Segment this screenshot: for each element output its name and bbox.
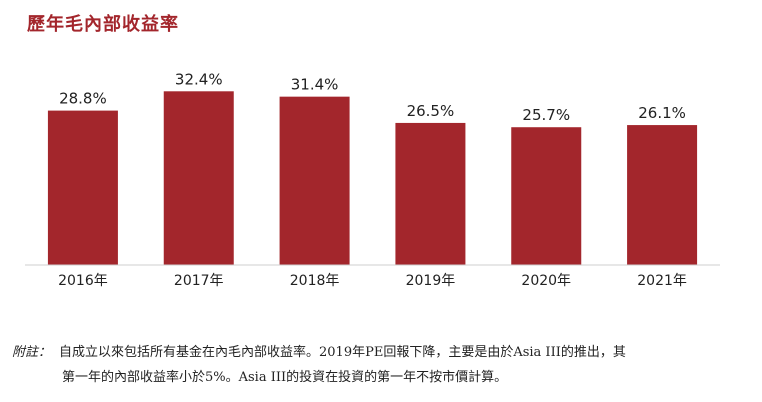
footnote-text-1: 自成立以來包括所有基金在內毛內部收益率。2019年PE回報下降，主要是由於Asi… (59, 345, 626, 360)
data-label-2018年: 31.4% (291, 76, 339, 94)
bar-chart: 28.8% 2016年 32.4% 2017年 31.4% 2018年 26.5% 2019年… (25, 70, 720, 289)
data-label-2016年: 28.8% (59, 90, 107, 108)
bar-2020年 (511, 127, 582, 265)
bar-2017年 (163, 91, 234, 265)
footnote: 附註： 自成立以來包括所有基金在內毛內部收益率。2019年PE回報下降，主要是由於… (12, 340, 752, 390)
data-label-2021年: 26.1% (638, 104, 686, 122)
bar-2018年 (279, 96, 350, 266)
chart-title: 歷年毛內部收益率 (27, 14, 179, 35)
footnote-line-2: 第一年的內部收益率小於5%。Asia III的投資在投資的第一年不按市價計算。 (62, 370, 508, 385)
x-tick-label-2019年: 2019年 (406, 273, 456, 289)
data-label-2019年: 26.5% (407, 102, 455, 120)
x-tick-label-2020年: 2020年 (521, 273, 571, 289)
data-label-2020年: 25.7% (522, 106, 570, 124)
x-tick-label-2018年: 2018年 (290, 273, 340, 289)
data-label-2017年: 32.4% (175, 70, 223, 88)
bar-2019年 (395, 122, 466, 265)
x-tick-label-2017年: 2017年 (174, 273, 224, 289)
x-tick-label-2016年: 2016年 (58, 273, 108, 289)
footnote-label: 附註： (12, 345, 52, 360)
x-tick-label-2021年: 2021年 (637, 273, 687, 289)
footnote-line-1: 附註： 自成立以來包括所有基金在內毛內部收益率。2019年PE回報下降，主要是由於… (12, 340, 752, 365)
bar-2016年 (47, 110, 118, 265)
bar-2021年 (627, 125, 698, 265)
